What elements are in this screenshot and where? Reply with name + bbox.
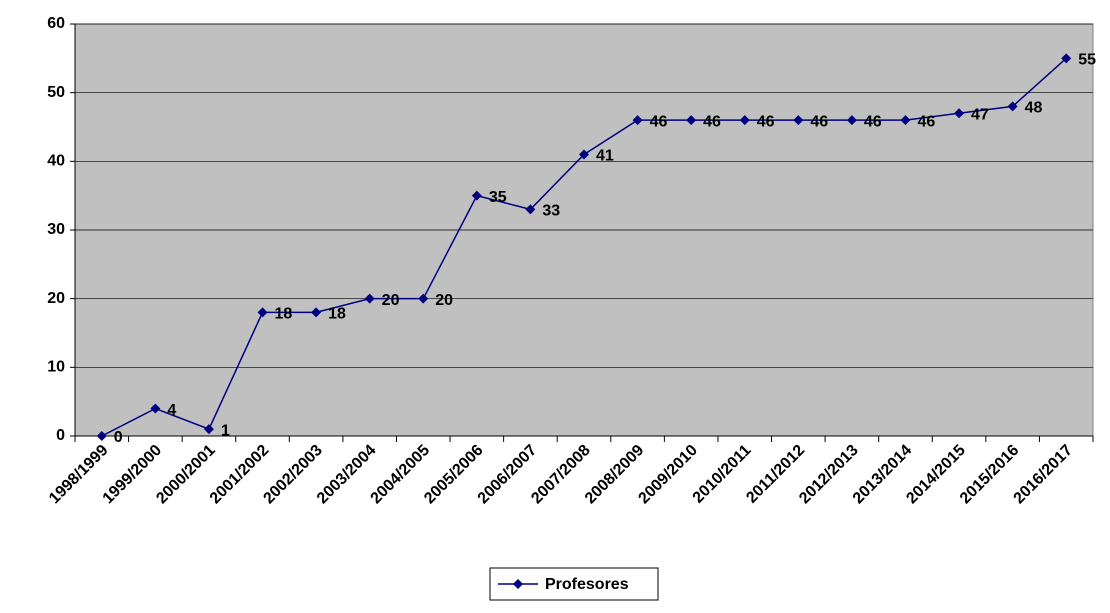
point-marker bbox=[900, 115, 911, 126]
data-label: 18 bbox=[275, 306, 293, 323]
data-label: 55 bbox=[1078, 52, 1096, 69]
y-tick-label: 20 bbox=[47, 290, 65, 307]
point-marker bbox=[257, 307, 268, 318]
data-label: 20 bbox=[382, 292, 400, 309]
data-label: 46 bbox=[917, 113, 935, 130]
point-marker bbox=[686, 115, 697, 126]
point-marker bbox=[150, 403, 161, 414]
data-label: 20 bbox=[435, 292, 453, 309]
data-label: 46 bbox=[650, 113, 668, 130]
data-label: 4 bbox=[167, 402, 176, 419]
point-marker bbox=[1061, 53, 1072, 64]
data-label: 46 bbox=[703, 113, 721, 130]
y-tick-label: 40 bbox=[47, 153, 65, 170]
legend-label: Profesores bbox=[545, 576, 629, 593]
point-marker bbox=[418, 293, 429, 304]
point-marker bbox=[846, 115, 857, 126]
data-label: 35 bbox=[489, 189, 507, 206]
data-label: 46 bbox=[810, 113, 828, 130]
data-label: 48 bbox=[1025, 100, 1043, 117]
y-tick-label: 50 bbox=[47, 84, 65, 101]
data-label: 41 bbox=[596, 148, 614, 165]
point-marker bbox=[579, 149, 589, 160]
data-label: 47 bbox=[971, 106, 989, 123]
y-tick-label: 30 bbox=[47, 221, 65, 238]
point-marker bbox=[364, 293, 375, 304]
data-label: 1 bbox=[221, 422, 230, 439]
point-marker bbox=[203, 424, 214, 435]
data-label: 46 bbox=[757, 113, 775, 130]
data-label: 46 bbox=[864, 113, 882, 130]
x-tick-label: 2016/2017 bbox=[1011, 442, 1077, 508]
point-marker bbox=[311, 307, 322, 318]
data-label: 18 bbox=[328, 306, 346, 323]
point-marker bbox=[739, 115, 750, 126]
point-marker bbox=[632, 115, 643, 126]
point-marker bbox=[471, 190, 482, 201]
y-tick-label: 0 bbox=[56, 427, 65, 444]
legend-marker bbox=[513, 579, 523, 589]
point-marker bbox=[793, 115, 804, 126]
y-tick-label: 60 bbox=[47, 15, 65, 32]
point-marker bbox=[1007, 101, 1018, 112]
point-marker bbox=[954, 108, 965, 119]
data-label: 0 bbox=[114, 429, 123, 446]
point-marker bbox=[96, 431, 107, 441]
point-marker bbox=[525, 204, 536, 215]
data-label: 33 bbox=[542, 203, 560, 220]
y-tick-label: 10 bbox=[47, 359, 65, 376]
